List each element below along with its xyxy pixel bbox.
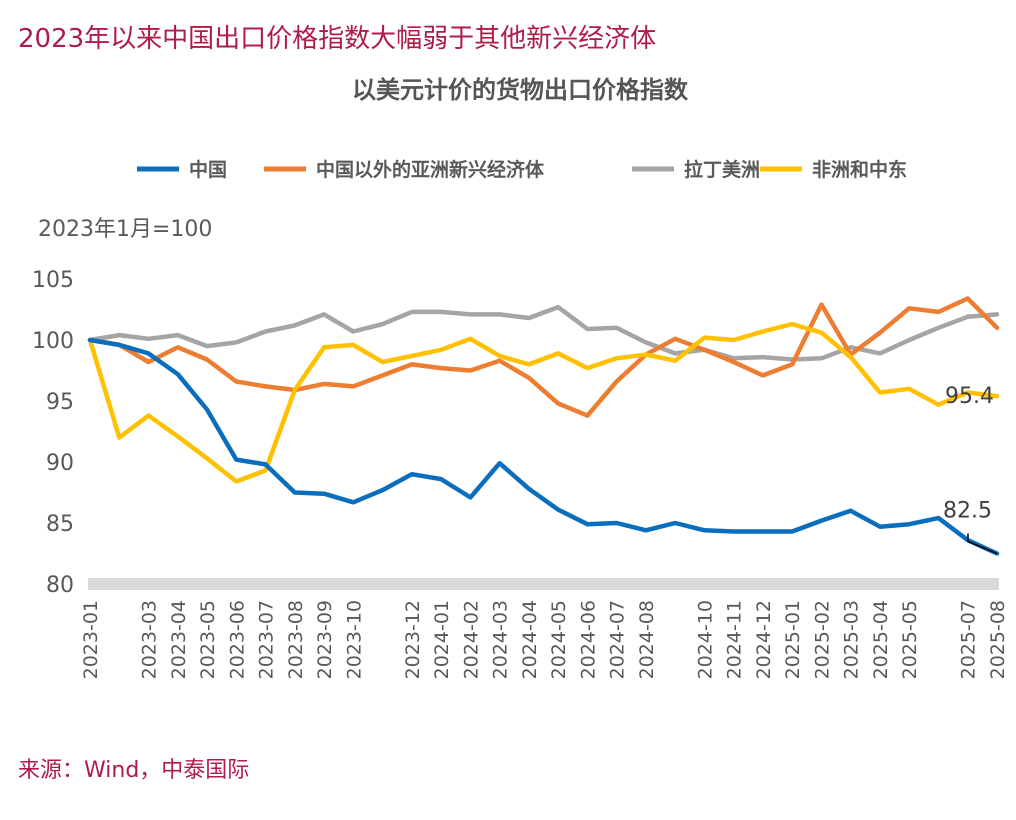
plot-area (87, 296, 1000, 556)
series-line-2 (87, 304, 1000, 362)
x-tick-label: 2024-12 (753, 600, 775, 679)
x-tick-label: 2024-05 (548, 600, 570, 679)
x-tick-label: 2025-07 (958, 600, 980, 679)
data-label-africa-last: 95.4 (945, 384, 994, 409)
x-tick-label: 2025-04 (870, 600, 892, 679)
series-line-3 (87, 321, 1000, 484)
chart-title: 以美元计价的货物出口价格指数 (352, 76, 688, 104)
x-tick-label: 2024-08 (636, 600, 658, 679)
x-tick-label: 2025-08 (987, 600, 1009, 679)
x-tick-label: 2023-05 (197, 600, 219, 679)
legend-label-0: 中国 (189, 158, 227, 181)
x-tick-label: 2023-04 (168, 600, 190, 679)
x-tick-label: 2024-07 (607, 600, 629, 679)
x-tick-label: 2023-12 (402, 600, 424, 679)
x-tick-label: 2023-03 (139, 600, 161, 679)
x-tick-label: 2024-03 (490, 600, 512, 679)
series-line-0 (87, 337, 1000, 556)
x-axis-baseline (88, 578, 999, 590)
y-tick-label: 90 (46, 451, 74, 476)
x-tick-label: 2025-01 (782, 600, 804, 679)
y-tick-label: 80 (46, 573, 74, 598)
legend-label-2: 拉丁美洲 (684, 158, 760, 181)
x-tick-label: 2023-09 (314, 600, 336, 679)
x-tick-label: 2023-07 (256, 600, 278, 679)
unit-label: 2023年1月=100 (38, 217, 212, 242)
source-note: 来源：Wind，中泰国际 (18, 758, 250, 783)
headline: 2023年以来中国出口价格指数大幅弱于其他新兴经济体 (18, 24, 657, 54)
x-axis: 2023-01 2023-03 2023-04 2023-05 2023-06 2023-… (80, 600, 1009, 679)
x-tick-label: 2024-02 (460, 600, 482, 679)
x-tick-label: 2024-06 (577, 600, 599, 679)
x-tick-label: 2025-05 (899, 600, 921, 679)
x-tick-label: 2023-06 (226, 600, 248, 679)
legend-label-1: 中国以外的亚洲新兴经济体 (316, 158, 545, 181)
y-axis: 80 85 90 95 100 105 (32, 268, 74, 598)
x-tick-label: 2024-04 (519, 600, 541, 679)
legend: 中国 中国以外的亚洲新兴经济体 拉丁美洲 非洲和中东 (137, 158, 907, 181)
x-tick-label: 2024-10 (694, 600, 716, 679)
x-tick-label: 2024-01 (431, 600, 453, 679)
leader-line (967, 533, 998, 555)
annotations: 82.5 95.4 (943, 384, 998, 555)
legend-label-3: 非洲和中东 (812, 158, 907, 181)
y-tick-label: 95 (46, 390, 74, 415)
y-tick-label: 100 (32, 329, 74, 354)
x-tick-label: 2023-08 (285, 600, 307, 679)
y-tick-label: 105 (32, 268, 74, 293)
series-line-1 (87, 296, 1000, 418)
x-tick-label: 2023-01 (80, 600, 102, 679)
x-tick-label: 2023-10 (343, 600, 365, 679)
x-tick-label: 2024-11 (724, 600, 746, 679)
data-label-china-last: 82.5 (943, 499, 992, 524)
x-tick-label: 2025-02 (811, 600, 833, 679)
y-tick-label: 85 (46, 512, 74, 537)
x-tick-label: 2025-03 (841, 600, 863, 679)
